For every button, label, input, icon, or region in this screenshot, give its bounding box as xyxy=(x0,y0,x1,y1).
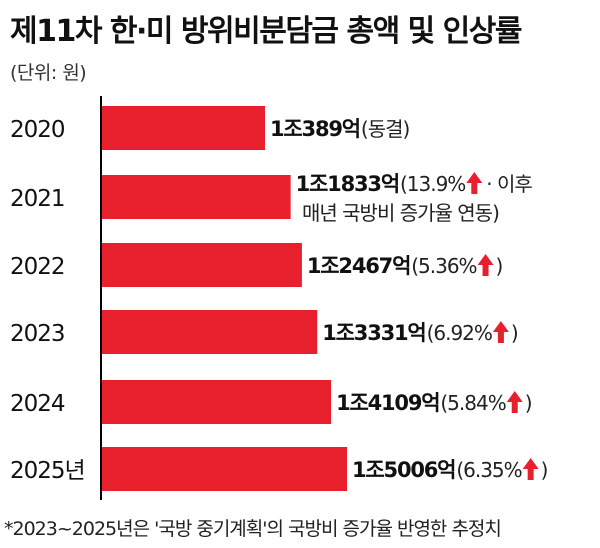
up-arrow-icon xyxy=(506,391,523,413)
value-label: 1조5006억 xyxy=(352,458,455,482)
up-arrow-icon xyxy=(522,458,539,480)
value-note: (6.92% xyxy=(427,321,492,345)
bar xyxy=(102,380,332,424)
up-arrow-icon xyxy=(477,254,494,276)
value-note: 매년 국방비 증가율 연동) xyxy=(302,201,499,225)
value-label: 1조389억 xyxy=(270,117,360,141)
value-note: ) xyxy=(511,321,518,345)
value-note: (5.84% xyxy=(440,391,505,415)
bar xyxy=(102,447,347,491)
value-note: · 이후 xyxy=(486,172,532,196)
value-note: ) xyxy=(525,391,532,415)
category-label: 2022 xyxy=(10,254,65,280)
value-label: 1조2467억 xyxy=(307,254,410,278)
bar xyxy=(102,175,291,219)
category-label: 2023 xyxy=(10,321,65,347)
value-label: 1조4109억 xyxy=(336,391,439,415)
up-arrow-icon xyxy=(492,321,509,343)
unit-label: (단위: 원) xyxy=(10,62,87,84)
bar xyxy=(102,106,265,150)
chart-title: 제11차 한·미 방위비분담금 총액 및 인상률 xyxy=(10,14,522,49)
footnote: *2023~2025년은 '국방 중기계획'의 국방비 증가율 반영한 추정치 xyxy=(4,518,502,540)
category-label: 2020 xyxy=(10,117,65,143)
value-note: (5.36% xyxy=(411,254,476,278)
bar xyxy=(102,310,318,354)
value-note: ) xyxy=(541,458,548,482)
category-label: 2024 xyxy=(10,391,65,417)
category-label: 2025년 xyxy=(10,458,85,484)
value-note: (동결) xyxy=(361,117,410,141)
up-arrow-icon xyxy=(466,172,483,194)
value-label: 1조3331억 xyxy=(322,321,425,345)
bar xyxy=(102,243,302,287)
value-note: (13.9% xyxy=(400,172,465,196)
category-label: 2021 xyxy=(10,186,65,212)
value-label: 1조1833억 xyxy=(296,172,399,196)
value-note: ) xyxy=(496,254,503,278)
value-note: (6.35% xyxy=(456,458,521,482)
